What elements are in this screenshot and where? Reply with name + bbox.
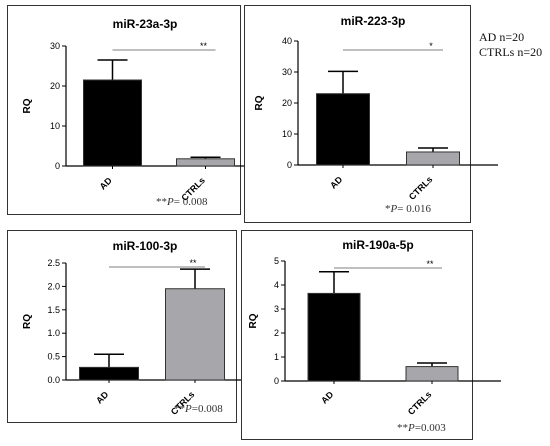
y-tick-label: 1.5: [47, 305, 60, 315]
y-tick-label: 3: [274, 304, 279, 314]
y-tick-label: 2.0: [47, 281, 60, 291]
p-value-prefix: **: [397, 422, 408, 434]
chart-title: miR-190a-5p: [342, 238, 413, 252]
y-tick-label: 0: [274, 376, 279, 386]
bar-ad: [316, 93, 370, 166]
chart-panel-mir-223-3p: miR-223-3p RQ 0 10 20 30 40 AD CTRLs * *P= 0.016: [244, 5, 498, 223]
y-tick-label: 10: [50, 121, 60, 131]
x-tick-label-ctrls: CTRLs: [407, 174, 435, 202]
significance-stars: **: [189, 258, 197, 268]
y-tick-label: 10: [282, 129, 292, 139]
p-value-prefix: *: [385, 203, 391, 215]
chart-panel-mir-100-3p: miR-100-3p RQ 0.0 0.5 1.0 1.5 2.0 2.5 AD CTRLs ** *…: [7, 230, 258, 423]
bar-ad: [307, 292, 361, 382]
legend-line-ad: AD n=20: [479, 30, 525, 44]
p-value-annotation: **P= 0.008: [156, 196, 208, 208]
chart-panel-mir-23a-3p: miR-23a-3p RQ 0 10 20 30 AD CTRLs ** **P= 0.008: [7, 5, 272, 215]
p-value-number: = 0.008: [174, 196, 208, 208]
x-tick-label-ad: AD: [319, 389, 336, 406]
bar-ctrls: [176, 158, 235, 167]
p-value-number: =0.003: [415, 422, 446, 434]
y-tick-label: 30: [50, 41, 60, 51]
y-tick-label: 0: [287, 160, 292, 170]
p-value-prefix: **: [156, 196, 167, 208]
y-tick-label: 0.5: [47, 352, 60, 362]
y-tick-label: 2.5: [47, 258, 60, 268]
significance-stars: **: [200, 41, 208, 51]
bar-ad: [83, 79, 142, 167]
x-tick-label-ad: AD: [98, 175, 115, 192]
significance-stars: *: [429, 41, 433, 51]
p-value-letter: P: [390, 203, 398, 215]
p-value-annotation: **P=0.003: [397, 422, 446, 434]
y-tick-label: 5: [274, 256, 279, 266]
y-tick-label: 20: [50, 81, 60, 91]
x-tick-label-ctrls: CTRLs: [406, 389, 434, 417]
p-value-number: =0.008: [192, 403, 223, 415]
bar-ctrls: [165, 288, 225, 381]
y-axis-label: RQ: [22, 314, 33, 329]
x-tick-label-ad: AD: [328, 174, 345, 191]
y-tick-label: 0.0: [47, 375, 60, 385]
y-tick-label: 20: [282, 98, 292, 108]
y-tick-label: 2: [274, 328, 279, 338]
y-tick-label: 1: [274, 352, 279, 362]
y-axis-label: RQ: [254, 95, 265, 110]
significance-stars: **: [426, 259, 434, 269]
p-value-number: = 0.016: [397, 203, 431, 215]
y-tick-label: 1.0: [47, 328, 60, 338]
chart-title: miR-23a-3p: [113, 17, 178, 31]
p-value-annotation: *P= 0.016: [385, 203, 431, 215]
p-value-prefix: **: [174, 403, 185, 415]
chart-panel-mir-190a-5p: miR-190a-5p RQ 0 1 2 3 4 5 AD CTRLs ** **P=0.003: [241, 230, 501, 440]
bar-ctrls: [406, 151, 460, 166]
bar-ctrls: [405, 366, 459, 382]
y-tick-label: 0: [55, 161, 60, 171]
p-value-letter: P: [166, 196, 174, 208]
y-axis-label: RQ: [248, 313, 259, 328]
y-tick-label: 40: [282, 36, 292, 46]
p-value-annotation: **P=0.008: [174, 403, 223, 415]
sample-size-legend: AD n=20 CTRLs n=20: [479, 30, 542, 60]
p-value-letter: P: [184, 403, 192, 415]
chart-title: miR-223-3p: [341, 14, 406, 28]
chart-title: miR-100-3p: [113, 239, 178, 253]
p-value-letter: P: [407, 422, 415, 434]
bar-ad: [79, 366, 139, 381]
y-axis-label: RQ: [22, 98, 33, 113]
y-tick-label: 30: [282, 67, 292, 77]
x-tick-label-ad: AD: [94, 389, 111, 406]
y-tick-label: 4: [274, 280, 279, 290]
legend-line-ctrls: CTRLs n=20: [479, 45, 543, 59]
